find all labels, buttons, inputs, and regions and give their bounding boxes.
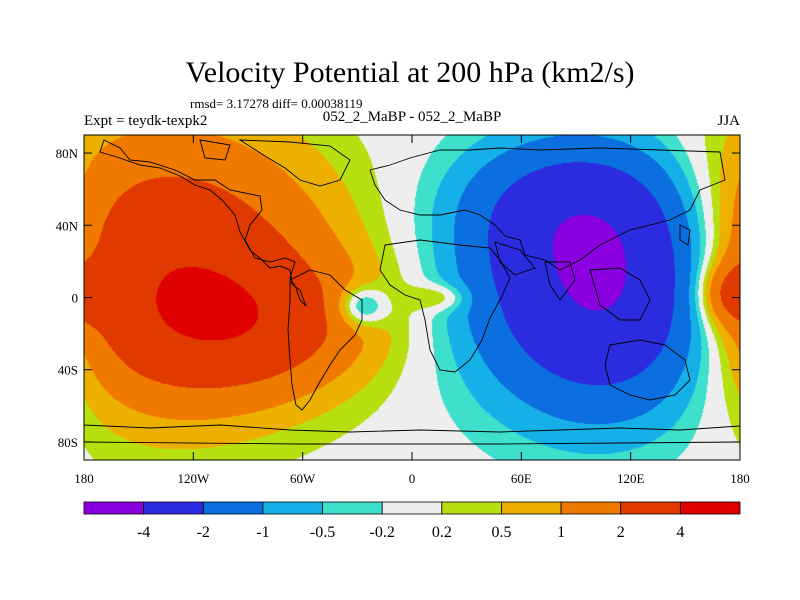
- lon-tick-label-4: 60E: [511, 471, 532, 486]
- lon-tick-label-0: 180: [74, 471, 94, 486]
- lon-tick-label-3: 0: [409, 471, 416, 486]
- map-plot-area: 180 120W 60W 0 60E 120E 180 80N 40N 0 40S 80S: [56, 134, 750, 486]
- colorbar-bin-1: [143, 501, 204, 515]
- season-label: JJA: [717, 113, 740, 129]
- lon-tick-label-6: 180: [730, 471, 750, 486]
- experiment-label: Expt = teydk-texpk2: [84, 113, 207, 129]
- colorbar-label-8: 2: [617, 524, 625, 541]
- colorbar-label-4: -0.2: [370, 524, 395, 541]
- lon-tick-label-2: 60W: [290, 471, 316, 486]
- lon-tick-label-1: 120W: [177, 471, 210, 486]
- lon-tick-label-5: 120E: [617, 471, 645, 486]
- japan-islands-outline: [679, 224, 691, 246]
- colorbar-label-6: 0.5: [491, 524, 511, 541]
- southeast-asia-outline: [589, 267, 651, 321]
- colorbar-bin-8: [560, 501, 622, 515]
- lat-tick-label-3: 40S: [58, 363, 78, 378]
- greenland-outline: [238, 139, 351, 187]
- australia-outline: [604, 339, 691, 401]
- colorbar-bin-9: [620, 501, 681, 515]
- continent-outlines: [84, 139, 740, 445]
- colorbar-bin-5: [381, 501, 443, 515]
- south-america-outline: [287, 269, 363, 411]
- india-outline: [544, 261, 576, 301]
- colorbar-bin-0: [83, 501, 145, 515]
- arabia-outline: [494, 241, 536, 276]
- colorbar-label-7: 1: [557, 524, 565, 541]
- colorbar-bin-2: [202, 501, 264, 515]
- rmsd-diff-line: rmsd= 3.17278 diff= 0.00038119: [190, 96, 362, 111]
- africa-outline: [379, 239, 511, 373]
- colorbar-label-3: -0.5: [310, 524, 335, 541]
- colorbar-label-1: -2: [197, 524, 210, 541]
- chart-title: Velocity Potential at 200 hPa (km2/s): [185, 56, 634, 89]
- antarctica-outline: [84, 424, 740, 433]
- latitude-axis: 80N 40N 0 40S 80S: [56, 146, 740, 450]
- colorbar-bin-3: [262, 501, 323, 515]
- colorbar-bin-4: [322, 501, 383, 515]
- lat-tick-label-2: 0: [72, 291, 79, 306]
- antarctica-coast-outline: [84, 441, 740, 445]
- colorbar-bin-6: [441, 501, 502, 515]
- arctic-islands-outline: [199, 139, 231, 161]
- colorbar-label-5: 0.2: [432, 524, 452, 541]
- colorbar-bin-7: [501, 501, 562, 515]
- north-america-outline: [99, 139, 307, 307]
- lat-tick-label-4: 80S: [58, 435, 78, 450]
- colorbar-label-0: -4: [137, 524, 150, 541]
- europe-outline: [369, 147, 726, 271]
- colorbar: -4 -2 -1 -0.5 -0.2 0.2 0.5 1 2 4: [83, 501, 741, 541]
- comparison-label: 052_2_MaBP - 052_2_MaBP: [323, 109, 502, 125]
- lat-tick-label-0: 80N: [56, 146, 79, 161]
- colorbar-label-2: -1: [256, 524, 269, 541]
- lat-tick-label-1: 40N: [56, 218, 79, 233]
- longitude-axis: 180 120W 60W 0 60E 120E 180: [74, 135, 750, 486]
- colorbar-label-9: 4: [676, 524, 684, 541]
- colorbar-bin-10: [679, 501, 741, 515]
